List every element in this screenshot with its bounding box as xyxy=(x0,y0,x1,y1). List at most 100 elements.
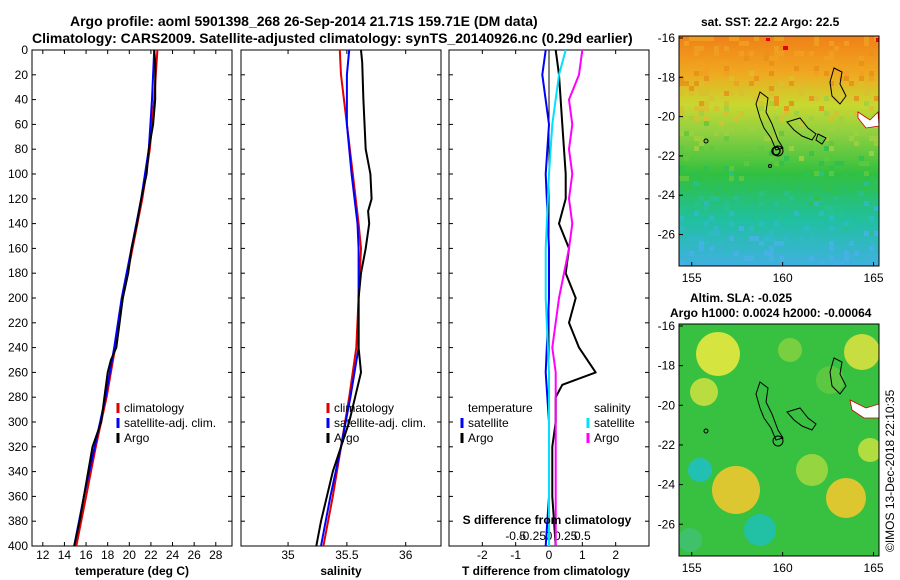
sst-pixel xyxy=(874,186,879,191)
sst-pixel xyxy=(809,96,814,101)
sst-pixel xyxy=(869,216,874,221)
sst-pixel xyxy=(769,151,774,156)
sst-pixel xyxy=(714,181,719,186)
sst-pixel xyxy=(869,86,874,91)
sst-pixel xyxy=(679,216,684,221)
sst-pixel xyxy=(749,186,754,191)
sst-pixel xyxy=(784,111,789,116)
sst-pixel xyxy=(679,261,684,266)
sst-pixel xyxy=(714,46,719,51)
x-tick-label: -1 xyxy=(510,548,521,562)
sst-pixel xyxy=(794,111,799,116)
sst-pixel xyxy=(804,251,809,256)
sst-pixel xyxy=(874,96,879,101)
sst-pixel xyxy=(854,111,859,116)
difference-series xyxy=(541,49,597,547)
sst-pixel xyxy=(709,216,714,221)
temperature-legend: climatology satellite-adj. clim. Argo xyxy=(116,401,216,445)
sst-pixel xyxy=(734,251,739,256)
sst-pixel xyxy=(849,136,854,141)
sst-pixel xyxy=(794,181,799,186)
sla-anomaly-blob xyxy=(696,332,740,376)
sst-pixel xyxy=(729,236,734,241)
sst-pixel xyxy=(844,76,849,81)
sla-anomaly-blob xyxy=(858,438,879,462)
sst-pixel xyxy=(769,91,774,96)
sst-pixel xyxy=(769,251,774,256)
sst-pixel xyxy=(724,206,729,211)
sst-pixel xyxy=(824,136,829,141)
sst-pixel xyxy=(764,56,769,61)
sst-pixel xyxy=(699,81,704,86)
top-x-tick-label: -0.25 xyxy=(519,529,547,543)
sst-pixel xyxy=(684,41,689,46)
sst-pixel xyxy=(719,121,724,126)
sst-pixel xyxy=(779,216,784,221)
sst-pixel xyxy=(694,46,699,51)
salinity-x-ticks: 35 35.5 36 xyxy=(281,50,413,562)
title-line-1: Argo profile: aoml 5901398_268 26-Sep-20… xyxy=(70,13,538,29)
sst-pixel xyxy=(829,186,834,191)
sst-pixel xyxy=(804,186,809,191)
sst-pixel xyxy=(759,191,764,196)
sst-pixel xyxy=(789,186,794,191)
sst-pixel xyxy=(679,76,684,81)
sst-pixel xyxy=(764,51,769,56)
sst-pixel xyxy=(774,161,779,166)
sst-pixel xyxy=(859,76,864,81)
sst-pixel xyxy=(779,261,784,266)
sst-pixel xyxy=(754,226,759,231)
sst-pixel xyxy=(694,116,699,121)
y-tick-label: 280 xyxy=(8,390,28,404)
sst-pixel xyxy=(754,96,759,101)
sst-pixel xyxy=(789,76,794,81)
sst-pixel xyxy=(829,81,834,86)
legend-label-satellite-adj: satellite-adj. clim. xyxy=(124,416,216,430)
sst-pixel xyxy=(844,221,849,226)
sst-pixel xyxy=(709,96,714,101)
legend-label-satellite-adj: satellite-adj. clim. xyxy=(334,416,426,430)
sla-anomaly-blob xyxy=(844,334,879,370)
sst-pixel xyxy=(689,236,694,241)
sst-pixel xyxy=(829,51,834,56)
sst-pixel xyxy=(809,51,814,56)
sst-pixel xyxy=(864,231,869,236)
sst-pixel xyxy=(684,81,689,86)
sst-pixel xyxy=(869,136,874,141)
sst-pixel xyxy=(689,131,694,136)
sst-pixel xyxy=(794,51,799,56)
sst-pixel xyxy=(784,191,789,196)
legend-label-s-argo: Argo xyxy=(594,431,620,445)
sst-pixel xyxy=(839,66,844,71)
sst-pixel xyxy=(724,61,729,66)
sst-pixel xyxy=(689,251,694,256)
x-tick-label: -2 xyxy=(477,548,488,562)
sst-pixel xyxy=(709,246,714,251)
sst-pixel xyxy=(799,156,804,161)
salinity-axes-frame xyxy=(240,49,442,547)
sst-pixel xyxy=(769,256,774,261)
sst-pixel xyxy=(749,71,754,76)
sst-pixel xyxy=(864,36,869,41)
sst-pixel xyxy=(769,101,774,106)
sst-pixel xyxy=(859,216,864,221)
landmass xyxy=(849,399,879,419)
sst-pixel xyxy=(699,91,704,96)
sst-pixel xyxy=(829,56,834,61)
sst-pixel xyxy=(679,86,684,91)
map-y-tick-label: -26 xyxy=(658,228,676,242)
sst-pixel xyxy=(809,146,814,151)
sst-pixel xyxy=(824,96,829,101)
sst-pixel xyxy=(869,76,874,81)
sst-pixel xyxy=(769,71,774,76)
y-tick-label: 120 xyxy=(8,192,28,206)
sst-pixel xyxy=(859,61,864,66)
sst-pixel xyxy=(684,176,689,181)
sst-pixel xyxy=(869,151,874,156)
map-y-tick-label: -22 xyxy=(658,149,676,163)
sst-pixel xyxy=(774,51,779,56)
sst-pixel xyxy=(724,166,729,171)
sst-pixel xyxy=(869,176,874,181)
sst-pixel xyxy=(829,241,834,246)
sst-pixel xyxy=(724,66,729,71)
